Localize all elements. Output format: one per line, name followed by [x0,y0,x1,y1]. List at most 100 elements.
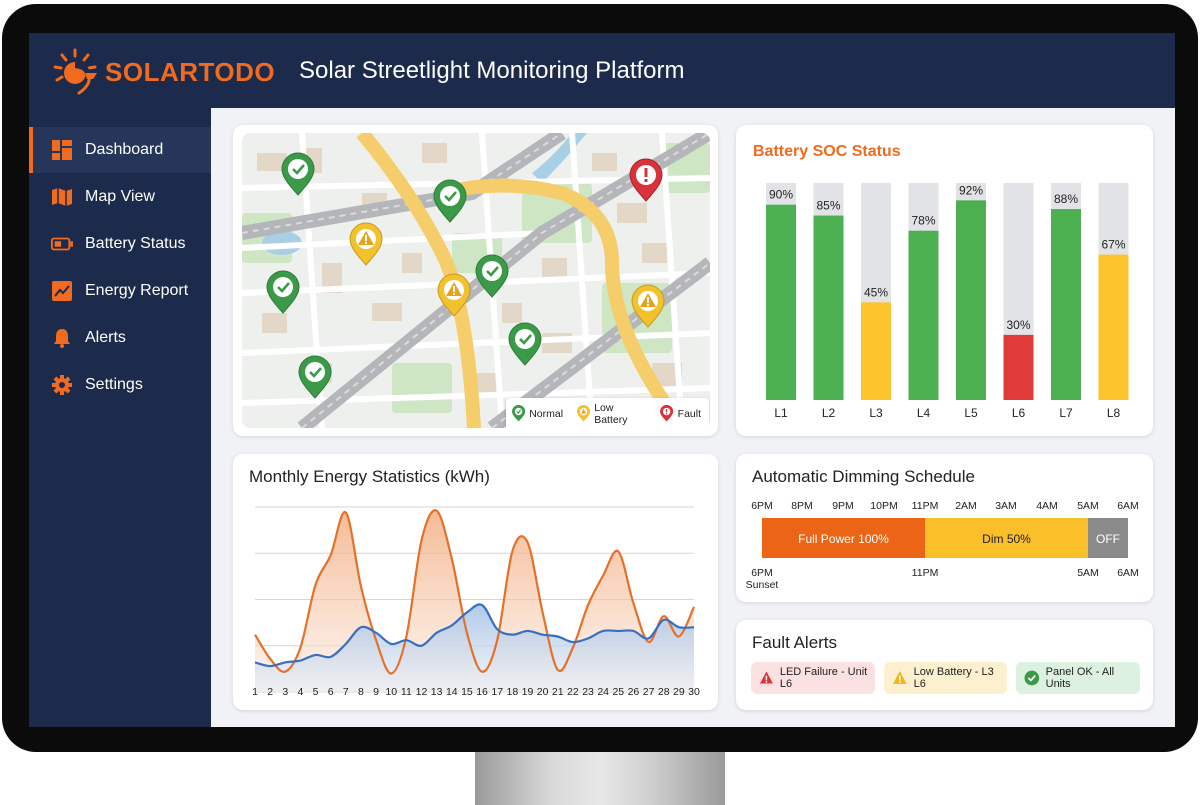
x-tick-label: 12 [416,686,428,698]
soc-category-label: L1 [774,406,788,420]
time-tick-label: 11PM [912,567,939,579]
fault-alert-label: Panel OK - All Units [1045,666,1115,690]
warning-icon [892,671,907,684]
soc-category-label: L8 [1107,406,1121,420]
time-tick-label: 3AM [995,500,1017,512]
dimming-schedule-card: Automatic Dimming Schedule 6PM 8PM 9PM 10PM… [736,454,1153,602]
app-screen: SOLARTODO Solar Streetlight Monitoring P… [29,33,1175,727]
legend-normal-label: Normal [529,408,564,420]
sidebar-item-dashboard[interactable]: Dashboard [29,127,211,173]
dimming-segment-label: Dim 50% [982,532,1031,546]
time-tick-label: 9PM [832,500,854,512]
x-tick-label: 29 [673,686,685,698]
fault-alert-label: LED Failure - Unit L6 [779,666,868,690]
x-tick-label: 16 [476,686,488,698]
sidebar: Dashboard Map View Battery Status Energy… [29,108,211,727]
soc-bar[interactable] [908,230,939,400]
dimming-segment[interactable] [1088,518,1128,558]
fault-alerts-title: Fault Alerts [752,633,838,652]
marker-normal[interactable] [432,178,468,224]
x-tick-label: 30 [688,686,700,698]
sidebar-item-energy-report[interactable]: Energy Report [29,268,211,314]
fault-alert-led-failure[interactable]: LED Failure - Unit L6 [751,662,875,694]
soc-bar[interactable] [813,215,844,400]
battery-soc-title: Battery SOC Status [753,143,901,160]
x-tick-label: 13 [431,686,443,698]
soc-bar[interactable] [766,204,796,400]
time-tick-label: Sunset [746,579,779,591]
soc-value-label: 67% [1101,238,1125,252]
check-icon [1024,670,1040,686]
map-icon [51,186,73,208]
bell-icon [51,327,73,349]
marker-low-battery[interactable] [631,284,665,328]
fault-alert-low-battery[interactable]: Low Battery - L3 L6 [884,662,1007,694]
sidebar-item-label: Battery Status [85,235,186,252]
soc-category-label: L2 [822,406,836,420]
x-tick-label: 20 [537,686,549,698]
x-tick-label: 2 [267,686,273,698]
soc-category-label: L7 [1059,406,1073,420]
marker-normal[interactable] [280,151,316,197]
marker-normal[interactable] [265,269,301,315]
x-tick-label: 28 [658,686,670,698]
soc-bar[interactable] [1098,254,1129,400]
soc-value-label: 78% [911,214,935,228]
x-tick-label: 7 [343,686,349,698]
soc-bar[interactable] [861,302,891,400]
sidebar-item-map-view[interactable]: Map View [29,174,211,220]
sidebar-item-label: Map View [85,188,155,205]
warning-icon [759,671,773,684]
monitor-bezel: SOLARTODO Solar Streetlight Monitoring P… [2,4,1198,752]
time-tick-label: 5AM [1077,500,1099,512]
marker-fault[interactable] [629,158,663,202]
legend-low-battery-label: Low Battery [594,402,628,426]
monitor-stand [475,748,725,805]
dimming-segment-label: OFF [1096,532,1120,546]
time-tick-label: 11PM [912,500,939,512]
time-tick-label: 10PM [870,500,897,512]
x-tick-label: 11 [401,686,412,698]
fault-alert-panel-ok[interactable]: Panel OK - All Units [1016,662,1140,694]
marker-normal[interactable] [507,321,543,367]
sidebar-item-settings[interactable]: Settings [29,362,211,408]
dimming-timeline: 6PM 8PM 9PM 10PM 11PM 2AM 3AM 4AM 5AM 6AM Full Pow… [746,500,1139,591]
streetlight-map[interactable]: Normal Low Battery Fault [242,133,710,428]
marker-normal[interactable] [474,253,510,299]
x-tick-label: 4 [297,686,303,698]
soc-value-label: 45% [864,285,888,299]
sidebar-item-label: Alerts [85,329,126,346]
time-tick-label: 6AM [1117,500,1139,512]
map-legend: Normal Low Battery Fault [506,398,709,428]
time-tick-label: 6PM [751,567,773,579]
x-tick-label: 21 [552,686,564,698]
energy-series-blue-area [255,604,694,692]
dashboard-icon [51,139,73,161]
sun-logo-icon [53,48,97,95]
soc-bar[interactable] [956,200,986,400]
marker-low-battery[interactable] [349,222,383,266]
soc-value-label: 30% [1006,318,1030,332]
x-tick-label: 10 [385,686,397,698]
sidebar-item-battery-status[interactable]: Battery Status [29,221,211,267]
dimming-segment[interactable] [762,518,925,558]
time-tick-label: 8PM [791,500,813,512]
energy-series-blue-line[interactable] [254,603,695,668]
sidebar-item-alerts[interactable]: Alerts [29,315,211,361]
time-tick-label: 2AM [955,500,977,512]
marker-low-battery[interactable] [437,273,471,317]
dimming-segment-label: Full Power 100% [798,532,889,546]
battery-icon [51,233,73,255]
x-tick-label: 17 [491,686,503,698]
energy-series-orange-line[interactable] [254,509,695,675]
soc-bar[interactable] [1003,334,1034,400]
dimming-segment[interactable] [925,518,1088,558]
soc-category-label: L6 [1012,406,1026,420]
fault-alerts-card: Fault Alerts LED Failure - Unit L6 Low B… [736,620,1153,710]
soc-bar[interactable] [1051,209,1081,400]
marker-normal[interactable] [297,354,333,400]
x-tick-label: 9 [373,686,379,698]
soc-value-label: 90% [769,188,793,202]
x-tick-label: 19 [522,686,534,698]
fault-marker-icon [660,405,674,422]
